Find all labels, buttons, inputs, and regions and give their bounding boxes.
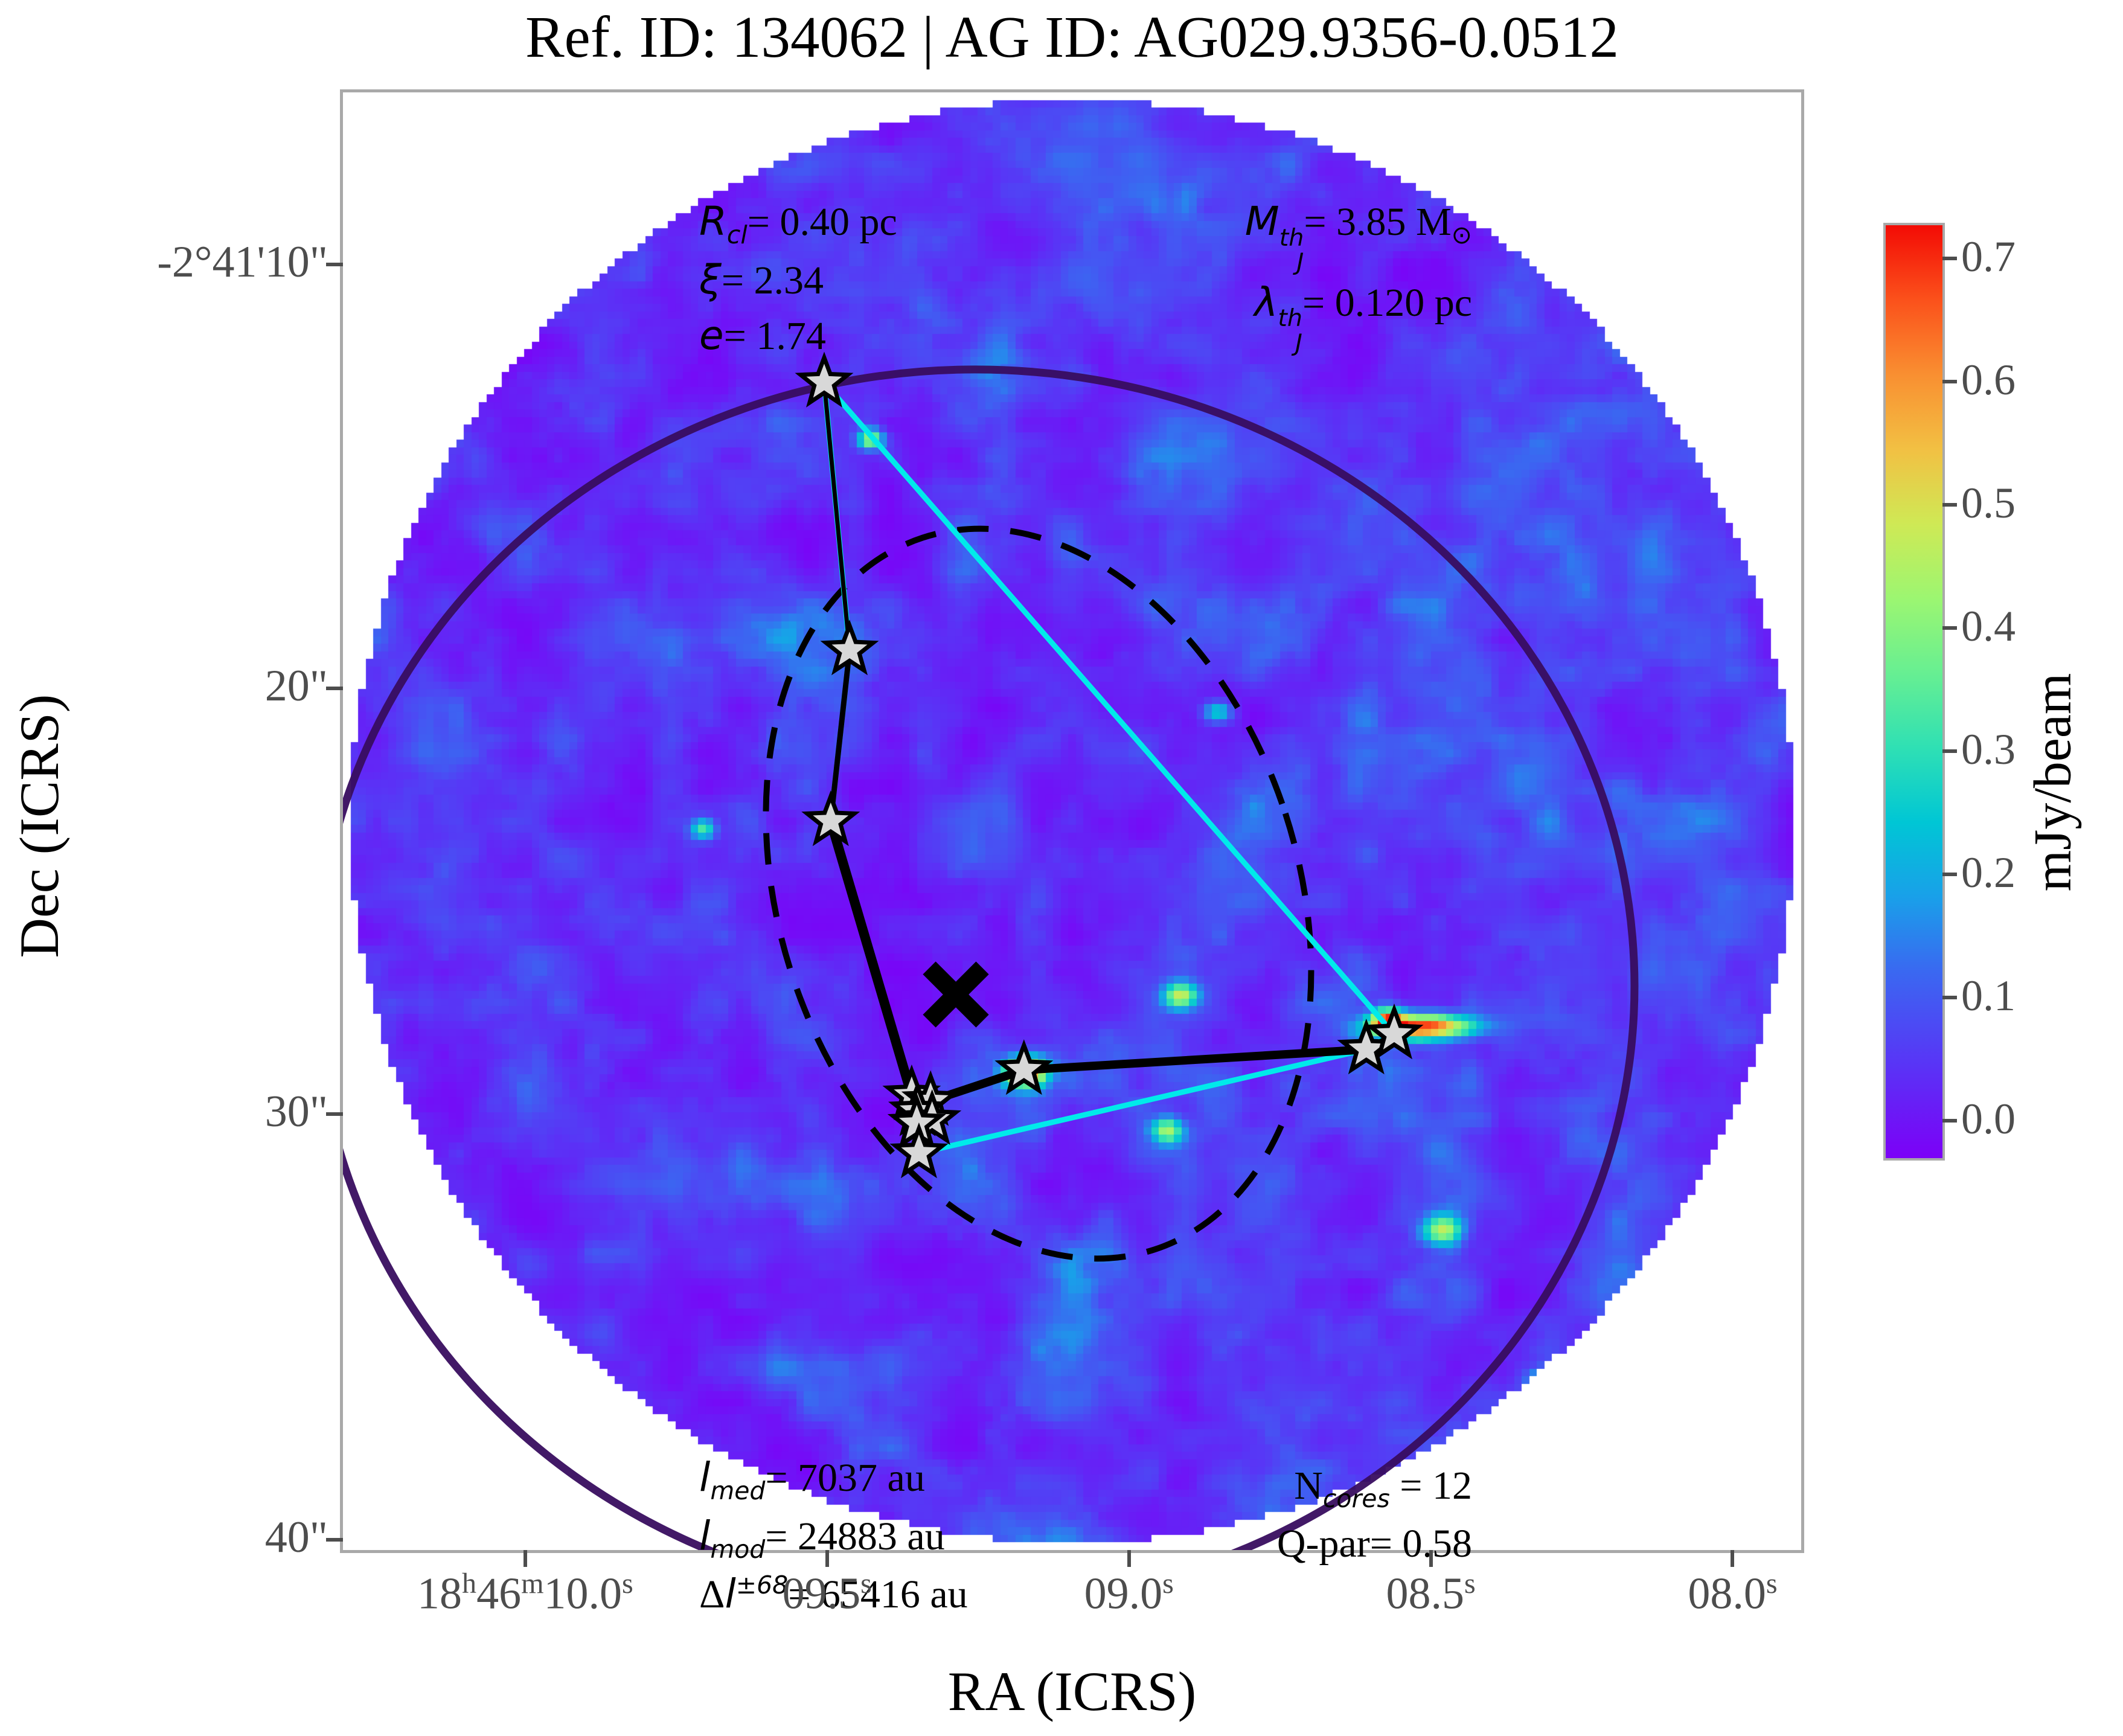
colorbar-tick-mark	[1942, 626, 1957, 630]
annotation-jeans-length: λ th J = 0.120 pc	[1254, 278, 1472, 357]
x-tick-label: 09.5s	[782, 1568, 872, 1619]
annotation-rcl: Rcl= 0.40 pc	[699, 198, 897, 250]
annotation-dl68: Δl±68= 65416 au	[699, 1571, 968, 1618]
colorbar-tick-label: 0.0	[1961, 1095, 2016, 1144]
colorbar-tick-label: 0.4	[1961, 601, 2016, 650]
core-star-marker	[889, 1122, 949, 1179]
colorbar-tick-mark	[1942, 996, 1957, 1000]
core-star-marker	[795, 351, 854, 408]
annotation-e: e= 1.74	[699, 312, 826, 359]
x-tick-mark	[523, 1550, 527, 1567]
colorbar-tick-label: 0.5	[1961, 479, 2016, 528]
colorbar-tick-mark	[1942, 257, 1957, 260]
figure-title: Ref. ID: 134062 | AG ID: AG029.9356-0.05…	[525, 5, 1619, 69]
half-mass-dashed-ellipse	[763, 525, 1314, 1262]
core-star-marker	[994, 1039, 1054, 1095]
x-axis-label: RA (ICRS)	[947, 1661, 1197, 1722]
x-tick-label: 08.5s	[1386, 1568, 1476, 1619]
x-tick-mark	[825, 1550, 829, 1567]
cluster-radius-ellipse	[343, 365, 1639, 1550]
annotation-top-left: Rcl= 0.40 pc ξ= 2.34 e= 1.74	[699, 194, 897, 364]
colorbar-tick-label: 0.6	[1961, 355, 2016, 404]
colorbar	[1886, 225, 1942, 1158]
annotation-qpar: Q-par= 0.58	[1276, 1521, 1472, 1566]
mst-edge	[828, 650, 853, 822]
y-tick-label: 40"	[264, 1513, 328, 1563]
colorbar-tick-label: 0.1	[1961, 972, 2016, 1020]
colorbar-tick-mark	[1942, 873, 1957, 876]
y-tick-label: -2°41'10"	[157, 237, 328, 287]
annotation-lmod: lmod= 24883 au	[699, 1512, 945, 1564]
colorbar-tick-mark	[1942, 749, 1957, 754]
y-tick-mark	[326, 1538, 343, 1542]
colorbar-tick-mark	[1942, 379, 1957, 383]
core-star-marker	[801, 790, 860, 847]
colorbar-tick-mark	[1942, 503, 1957, 507]
x-tick-mark	[1127, 1550, 1131, 1567]
y-tick-label: 20"	[264, 661, 328, 711]
y-axis-label: Dec (ICRS)	[8, 694, 70, 958]
x-tick-label: 09.0s	[1084, 1568, 1174, 1619]
annotation-bottom-left: lmed= 7037 au lmod= 24883 au Δl±68= 6541…	[699, 1450, 968, 1622]
annotation-lmed: lmed= 7037 au	[699, 1454, 925, 1506]
y-tick-mark	[326, 1112, 343, 1116]
mst-edge	[1023, 1045, 1367, 1075]
mst-edge	[822, 382, 852, 651]
annotation-ncores: Ncores = 12	[1294, 1464, 1472, 1514]
mst-edge	[826, 819, 917, 1097]
y-tick-label: 30"	[264, 1087, 328, 1137]
x-tick-label: 18h46m10.0s	[417, 1568, 633, 1619]
colorbar-tick-mark	[1942, 1119, 1957, 1123]
colorbar-tick-label: 0.3	[1961, 725, 2016, 774]
core-star-marker	[1365, 1003, 1424, 1060]
overlay-svg	[343, 351, 1639, 1550]
colorbar-tick-label: 0.2	[1961, 848, 2016, 897]
annotation-bottom-right: Ncores = 12 Q-par= 0.58	[1277, 1458, 1472, 1571]
annotation-xi: ξ= 2.34	[699, 256, 824, 303]
x-tick-label: 08.0s	[1688, 1568, 1778, 1619]
x-tick-mark	[1731, 1550, 1735, 1567]
cluster-center-x-marker	[923, 961, 989, 1028]
y-tick-mark	[326, 262, 343, 266]
colorbar-label: mJy/beam	[2023, 673, 2083, 892]
y-tick-mark	[326, 687, 343, 691]
heatmap-canvas	[343, 92, 1801, 1550]
core-star-marker	[820, 620, 879, 676]
colorbar-tick-label: 0.7	[1961, 232, 2016, 281]
x-tick-mark	[1429, 1550, 1433, 1567]
